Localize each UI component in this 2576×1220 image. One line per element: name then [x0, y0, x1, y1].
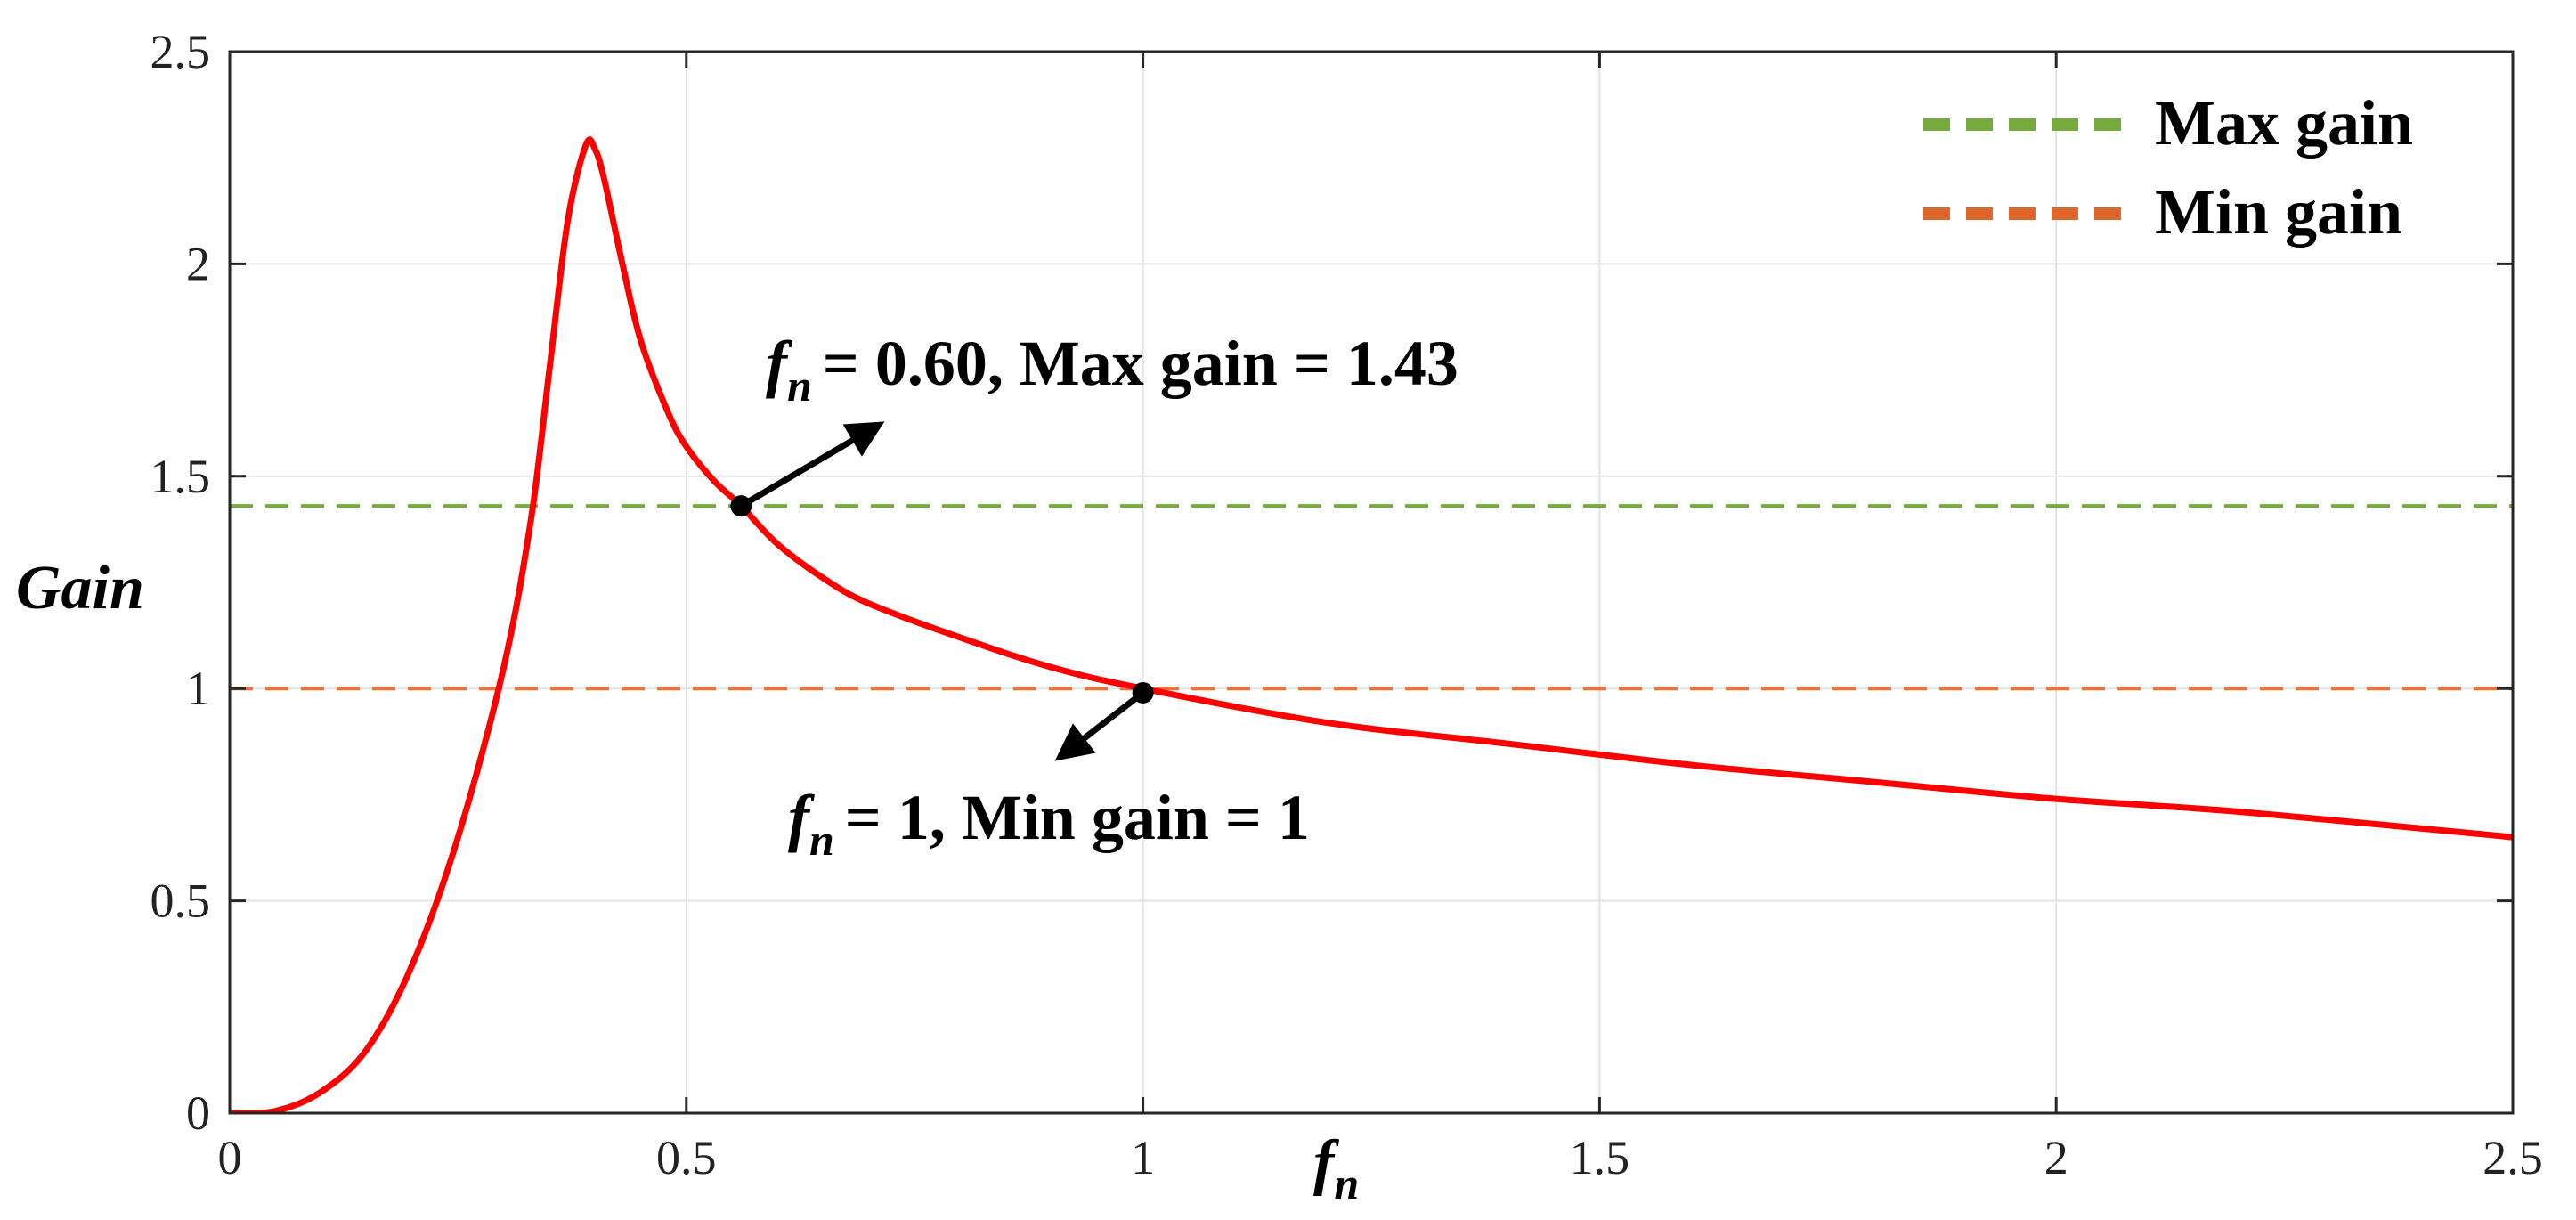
series-group	[230, 136, 2513, 1113]
y-axis-label: Gain	[16, 554, 144, 622]
axis-ticks: 0 0.5 1 1.5 2 2.5 0 0.5 1 1.5 2 2.5	[150, 25, 2543, 1184]
legend-label-max-gain: Max gain	[2155, 87, 2413, 159]
annotation-min-gain-subscript: n	[809, 815, 834, 865]
y-tick-label: 1	[186, 662, 210, 715]
x-tick-label: 0	[218, 1131, 242, 1184]
legend-label-min-gain: Min gain	[2155, 176, 2402, 248]
annotations	[730, 421, 1154, 761]
plot-frame	[228, 50, 2515, 1115]
annotation-min-gain-body: = 1, Min gain = 1	[845, 782, 1310, 853]
max-gain-point-arrow	[739, 421, 885, 509]
annotation-min-gain-text: fn = 1, Min gain = 1	[788, 782, 1310, 865]
series-gain-curve	[230, 136, 2513, 1113]
x-axis-label-subscript: n	[1334, 1159, 1359, 1208]
y-tick-label: 2.5	[150, 25, 211, 78]
plot-area	[230, 52, 2513, 1113]
min-gain-point-arrow	[1054, 690, 1145, 761]
x-tick-label: 2.5	[2483, 1131, 2543, 1184]
x-axis-label: fn	[1313, 1128, 1359, 1208]
x-tick-label: 1	[1131, 1131, 1155, 1184]
y-tick-label: 2	[186, 237, 210, 290]
x-tick-label: 1.5	[1570, 1131, 1630, 1184]
y-tick-label: 0.5	[150, 874, 211, 928]
annotation-max-gain-body: = 0.60, Max gain = 1.43	[823, 328, 1459, 399]
y-tick-label: 1.5	[150, 450, 211, 503]
x-tick-label: 2	[2044, 1131, 2068, 1184]
x-tick-label: 0.5	[656, 1131, 717, 1184]
annotation-max-gain-text: fn = 0.60, Max gain = 1.43	[766, 328, 1459, 411]
annotation-max-gain-subscript: n	[787, 361, 812, 411]
max-gain-point-marker	[730, 495, 752, 517]
min-gain-point-marker	[1132, 681, 1154, 704]
legend: Max gain Min gain	[1923, 87, 2413, 248]
y-tick-label: 0	[186, 1086, 210, 1140]
